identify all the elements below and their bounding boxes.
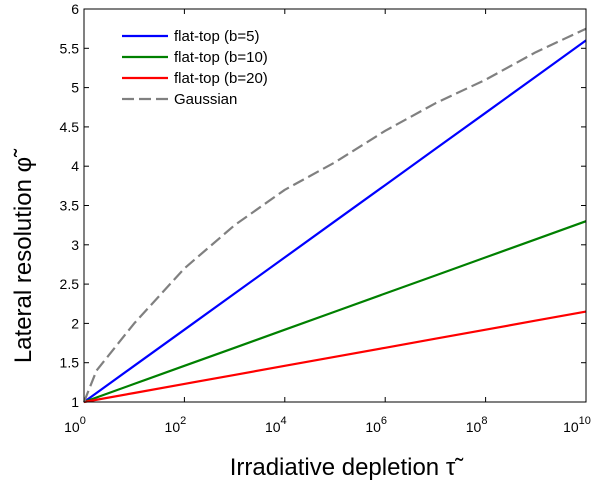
series-line-4	[82, 27, 587, 403]
y-tick-label: 5.5	[60, 40, 80, 56]
legend: flat-top (b=5) flat-top (b=10) flat-top (b…	[122, 28, 268, 108]
y-tick-label: 1	[71, 394, 79, 410]
y-axis-label-container: Lateral resolution φ̃	[2, 130, 46, 390]
axis-ticks: 1 1.5 2 2.5 3 3.5 4 4.5 5 5.5 6 100 102 104 106 108 1010	[60, 1, 591, 435]
x-tick-label: 104	[265, 415, 287, 435]
legend-label-1: flat-top (b=5)	[174, 28, 259, 45]
y-tick-label: 3	[71, 237, 79, 253]
x-tick-label: 108	[466, 415, 488, 435]
y-tick-label: 1.5	[60, 355, 80, 371]
x-tick-label: 106	[365, 415, 387, 435]
legend-label-2: flat-top (b=10)	[174, 49, 268, 66]
y-tick-label: 4	[71, 158, 79, 174]
series-line-2	[83, 220, 587, 404]
y-tick-label: 2.5	[60, 276, 80, 292]
x-tick-label: 1010	[563, 415, 591, 435]
series-layer	[82, 27, 587, 404]
x-axis-label: Irradiative depletion τ̃	[229, 454, 456, 481]
plot-area-frame	[83, 8, 587, 403]
x-tick-label: 100	[64, 415, 86, 435]
legend-label-3: flat-top (b=20)	[174, 70, 268, 87]
legend-label-4: Gaussian	[174, 91, 237, 108]
y-tick-label: 5	[71, 80, 79, 96]
y-axis-label: Lateral resolution φ̃	[10, 156, 37, 364]
y-tick-label: 2	[71, 315, 79, 331]
y-tick-label: 3.5	[60, 198, 80, 214]
x-tick-label: 102	[165, 415, 187, 435]
y-tick-label: 4.5	[60, 119, 80, 135]
y-tick-label: 6	[71, 1, 79, 17]
series-line-3	[83, 310, 587, 404]
series-line-1	[83, 39, 587, 403]
